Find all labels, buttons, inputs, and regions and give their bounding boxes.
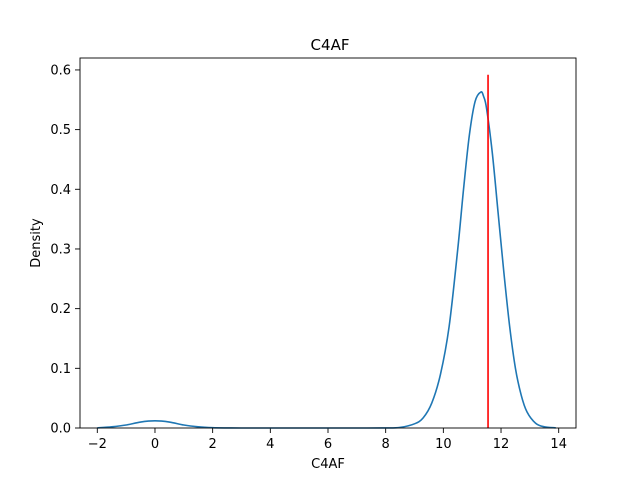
y-tick-label: 0.5 [50, 123, 71, 138]
x-tick-label: 8 [382, 437, 390, 452]
chart-title: C4AF [311, 36, 350, 54]
x-tick-label: 0 [151, 437, 159, 452]
x-tick-label: 14 [550, 437, 567, 452]
y-tick-label: 0.1 [50, 362, 71, 377]
x-tick-label: 6 [324, 437, 332, 452]
axis-ticks: −2 0 2 4 6 8 10 12 14 0.0 0.1 0.2 0.3 0.4 0.5 0.6 [50, 63, 567, 452]
plot-frame [79, 57, 577, 429]
plot-area [80, 58, 576, 428]
x-tick-label: 2 [209, 437, 217, 452]
density-curve [97, 91, 556, 429]
x-tick-label: 12 [493, 437, 510, 452]
x-axis-label: C4AF [311, 457, 345, 472]
y-axis-label: Density [29, 218, 44, 268]
x-tick-label: 4 [266, 437, 274, 452]
x-tick-label: 10 [435, 437, 452, 452]
y-tick-label: 0.6 [50, 63, 71, 78]
y-tick-label: 0.3 [50, 242, 71, 257]
y-tick-label: 0.0 [50, 422, 71, 437]
x-tick-label: −2 [88, 437, 107, 452]
y-tick-label: 0.4 [50, 183, 71, 198]
y-tick-label: 0.2 [50, 302, 71, 317]
